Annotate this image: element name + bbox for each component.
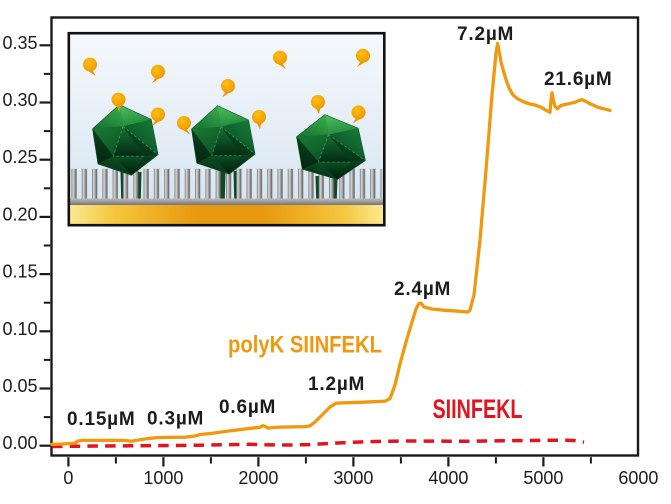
svg-text:4000: 4000 <box>428 468 468 488</box>
svg-text:0.15: 0.15 <box>2 262 37 282</box>
svg-text:3000: 3000 <box>333 468 373 488</box>
svg-text:1.2µM: 1.2µM <box>308 374 365 395</box>
svg-text:0.05: 0.05 <box>2 376 37 396</box>
svg-text:polyK SIINFEKL: polyK SIINFEKL <box>228 332 382 359</box>
svg-text:2.4µM: 2.4µM <box>394 279 451 300</box>
svg-text:0.15µM: 0.15µM <box>67 409 136 430</box>
svg-text:1000: 1000 <box>143 468 183 488</box>
svg-text:0.00: 0.00 <box>2 433 37 453</box>
svg-text:0.25: 0.25 <box>2 147 37 167</box>
svg-text:7.2µM: 7.2µM <box>457 24 514 45</box>
svg-text:5000: 5000 <box>523 468 563 488</box>
svg-text:0.10: 0.10 <box>2 319 37 339</box>
svg-text:0.3µM: 0.3µM <box>147 409 204 430</box>
svg-text:0.30: 0.30 <box>2 90 37 110</box>
svg-text:0.35: 0.35 <box>2 33 37 53</box>
svg-text:6000: 6000 <box>618 468 658 488</box>
svg-text:2000: 2000 <box>238 468 278 488</box>
svg-text:0: 0 <box>63 468 73 488</box>
svg-text:21.6µM: 21.6µM <box>544 69 613 90</box>
svg-text:0.20: 0.20 <box>2 204 37 224</box>
svg-text:0.6µM: 0.6µM <box>219 397 276 418</box>
svg-text:SIINFEKL: SIINFEKL <box>433 394 523 424</box>
